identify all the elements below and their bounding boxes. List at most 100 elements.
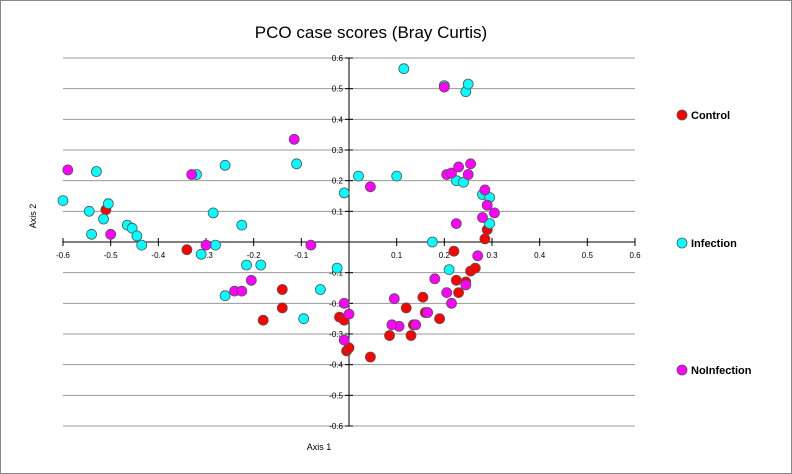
control-point — [276, 284, 288, 295]
infection-point — [241, 259, 252, 271]
noinfection-point — [200, 239, 212, 251]
control-point — [405, 330, 417, 341]
control-point — [181, 244, 193, 256]
control-point — [469, 262, 481, 274]
y-tick-label: 0.6 — [332, 54, 344, 63]
noinfection-point — [453, 161, 465, 173]
infection-point — [126, 222, 138, 234]
noinfection-point — [450, 218, 462, 230]
control-point — [417, 291, 429, 303]
noinfection-point — [438, 81, 450, 93]
infection-point — [219, 159, 231, 171]
legend-label-noinfection: NoInfection — [691, 365, 752, 377]
infection-point — [98, 213, 109, 225]
infection-point — [83, 205, 95, 217]
x-tick-label: 0.1 — [391, 251, 403, 260]
infection-point — [398, 63, 410, 75]
noinfection-point — [460, 279, 472, 291]
y-tick-label: -0.6 — [329, 422, 343, 431]
legend-label-infection: Infection — [691, 238, 737, 250]
infection-point — [462, 78, 474, 90]
y-tick-label: -0.3 — [329, 330, 343, 339]
control-point — [453, 287, 465, 299]
control-point — [276, 302, 288, 314]
x-tick-label: 0.5 — [582, 251, 594, 260]
noinfection-point — [410, 319, 422, 331]
y-tick-label: -0.4 — [329, 361, 343, 370]
control-point — [479, 233, 491, 245]
noinfection-point — [343, 308, 355, 320]
y-tick-label: 0.1 — [332, 207, 344, 216]
noinfection-point — [446, 167, 457, 179]
infection-point — [353, 170, 364, 182]
noinfection-point — [446, 297, 457, 309]
noinfection-point — [481, 199, 493, 211]
x-tick-label: 0.6 — [629, 251, 641, 260]
control-point — [364, 351, 376, 363]
noinfection-point — [422, 307, 434, 318]
x-tick-label: -0.4 — [151, 251, 165, 260]
x-tick-label: 0.2 — [439, 251, 451, 260]
control-point — [448, 245, 460, 257]
x-tick-labels: -0.6-0.5-0.4-0.3-0.2-0.10.10.20.30.40.50… — [56, 238, 641, 260]
noinfection-point — [477, 212, 488, 223]
x-tick-label: 0.3 — [486, 251, 498, 260]
control-point — [400, 302, 412, 314]
infection-point — [131, 230, 143, 242]
noinfection-point — [388, 293, 400, 305]
noinfection-point — [488, 207, 500, 219]
chart-title: PCO case scores (Bray Curtis) — [255, 23, 487, 42]
noinfection-point — [236, 285, 248, 297]
y-axis-label: Axis 2 — [28, 204, 38, 229]
infection-point — [236, 219, 248, 231]
control-point — [384, 330, 395, 341]
infection-point — [86, 228, 97, 240]
y-tick-label: 0.3 — [332, 146, 344, 155]
noinfection-point — [465, 158, 477, 170]
y-tick-label: -0.2 — [329, 299, 343, 308]
infection-point — [457, 176, 469, 188]
y-tick-label: 0.4 — [332, 115, 344, 124]
x-tick-label: -0.5 — [104, 251, 118, 260]
noinfection-point — [288, 133, 300, 145]
y-tick-label: -0.5 — [329, 391, 343, 400]
noinfection-point — [441, 287, 453, 299]
infection-point — [314, 284, 326, 295]
noinfection-point — [472, 250, 484, 262]
y-tick-label: 0.5 — [332, 85, 344, 94]
legend-marker-infection — [676, 237, 688, 249]
infection-point — [219, 290, 231, 302]
infection-point — [291, 158, 303, 170]
legend-label-control: Control — [691, 110, 730, 122]
x-axis-label: Axis 1 — [307, 442, 332, 452]
noinfection-point — [186, 169, 198, 180]
noinfection-point — [479, 184, 491, 196]
infection-point — [136, 239, 148, 251]
data-points — [57, 63, 500, 363]
noinfection-point — [429, 273, 441, 285]
noinfection-point — [62, 164, 74, 176]
noinfection-point — [462, 169, 474, 180]
x-tick-label: 0.4 — [534, 251, 546, 260]
infection-point — [484, 218, 496, 230]
control-point — [257, 314, 269, 326]
noinfection-point — [305, 239, 317, 251]
infection-point — [207, 207, 219, 219]
infection-point — [443, 264, 455, 276]
infection-point — [195, 248, 207, 260]
infection-point — [210, 239, 221, 251]
noinfection-point — [338, 334, 350, 346]
infection-point — [91, 166, 102, 177]
x-tick-label: -0.2 — [247, 251, 261, 260]
legend-marker-noinfection — [676, 364, 688, 376]
noinfection-point — [364, 181, 376, 193]
infection-point — [391, 170, 403, 182]
infection-point — [338, 187, 350, 199]
noinfection-point — [105, 228, 117, 240]
infection-point — [255, 259, 267, 271]
infection-point — [331, 262, 343, 274]
axes — [63, 58, 635, 426]
noinfection-point — [245, 274, 257, 286]
infection-point — [57, 195, 69, 207]
